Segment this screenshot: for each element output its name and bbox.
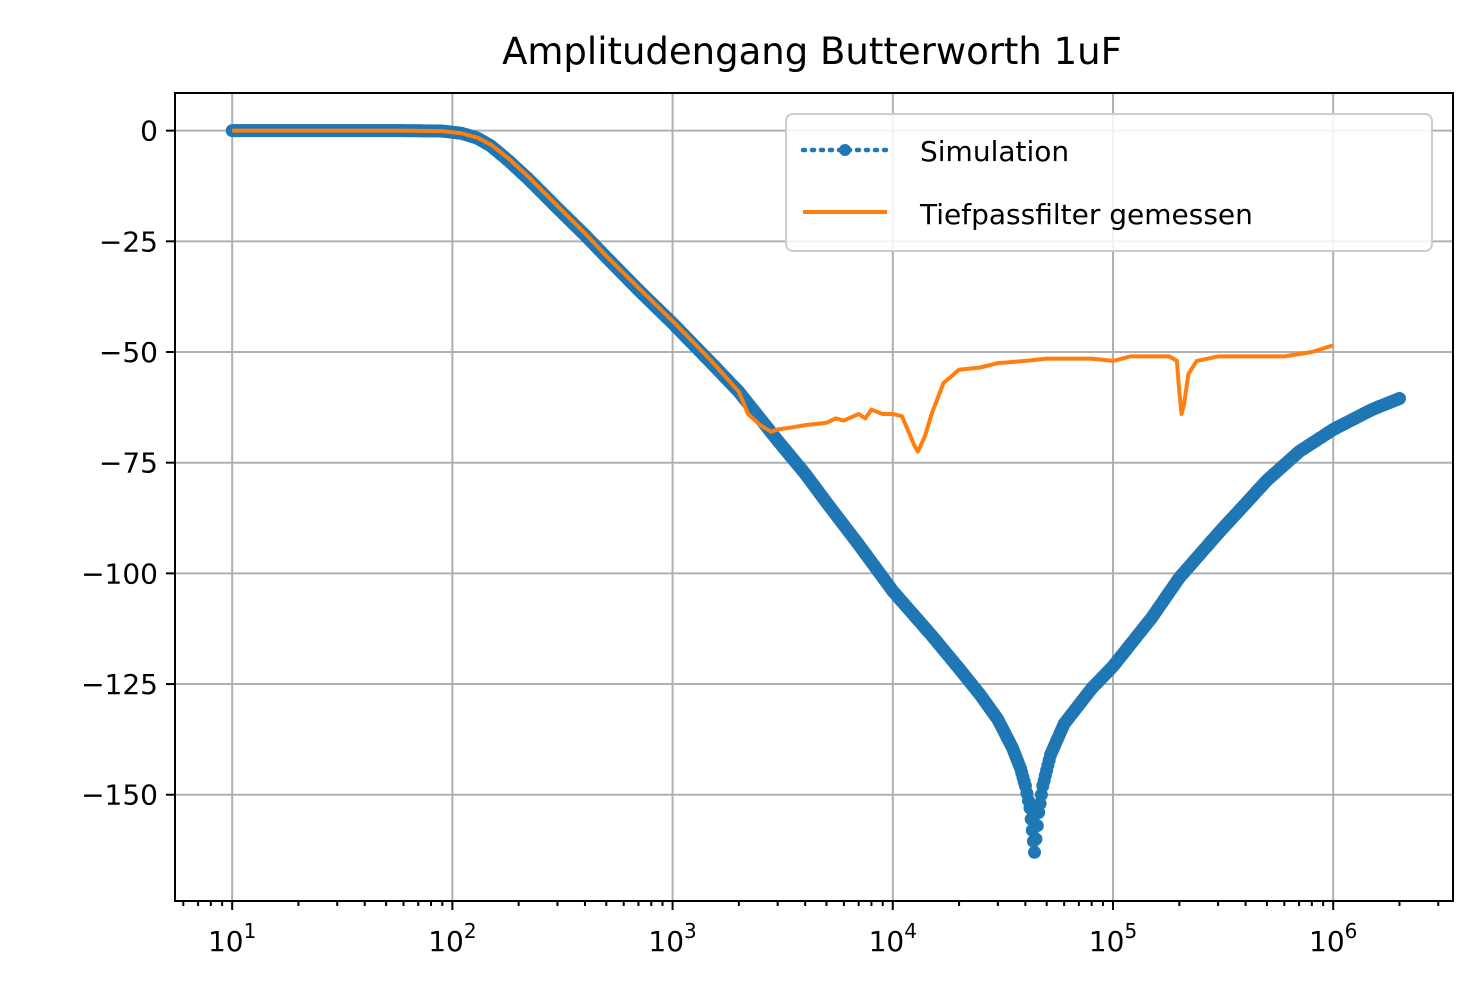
x-tick-label: 103: [648, 919, 696, 958]
legend-box: [785, 113, 1433, 252]
y-tick-label: −25: [99, 225, 158, 258]
y-tick-label: −100: [81, 557, 158, 590]
plot-frame: [174, 92, 1454, 902]
y-tick-label: −125: [81, 668, 158, 701]
chart-title: Amplitudengang Butterworth 1uF: [502, 30, 1122, 73]
simulation-point: [1030, 819, 1044, 833]
series-1: [232, 128, 1334, 454]
x-tick-label: 105: [1089, 919, 1137, 958]
y-tick-label: −75: [99, 447, 158, 480]
measured-line: [232, 128, 1334, 454]
x-tick-label: 102: [428, 919, 476, 958]
legend-marker-dot-simulation: [839, 144, 851, 156]
ticks: 101 102 103 104 105 106 0 −25 −50 −75 −100 −125 −150: [81, 115, 1440, 958]
legend: Simulation Tiefpassfilter gemessen: [785, 113, 1433, 252]
legend-label-simulation: Simulation: [920, 135, 1069, 168]
y-tick-label: −150: [81, 779, 158, 812]
x-tick-label: 104: [869, 919, 917, 958]
simulation-point: [1028, 845, 1041, 859]
y-tick-label: −50: [99, 336, 158, 369]
x-tick-label: 101: [208, 919, 256, 958]
x-tick-label: 106: [1309, 919, 1357, 958]
y-tick-label: 0: [140, 115, 158, 148]
legend-label-measured: Tiefpassfilter gemessen: [919, 198, 1253, 231]
series-layer: [225, 124, 1406, 859]
simulation-point: [1029, 832, 1043, 846]
simulation-point: [1393, 392, 1406, 405]
